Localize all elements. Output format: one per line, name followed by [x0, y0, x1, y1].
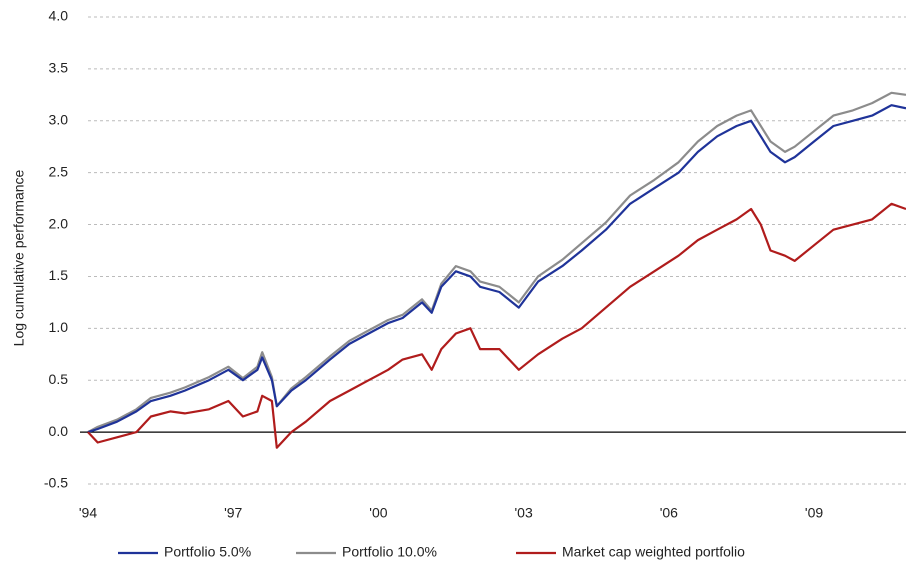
x-tick-label: '94	[79, 505, 97, 521]
legend-label: Market cap weighted portfolio	[562, 544, 745, 560]
y-tick-label: 3.5	[49, 60, 69, 76]
series-line	[87, 91, 906, 434]
x-tick-label: '97	[224, 505, 242, 521]
y-tick-label: 1.5	[49, 267, 69, 283]
y-tick-label: 2.5	[49, 163, 69, 179]
x-tick-label: '09	[805, 505, 823, 521]
y-tick-label: 0.0	[49, 423, 69, 439]
x-tick-label: '03	[514, 505, 532, 521]
y-tick-label: 4.0	[49, 8, 69, 24]
legend-label: Portfolio 10.0%	[342, 544, 437, 560]
legend-label: Portfolio 5.0%	[164, 544, 251, 560]
y-tick-label: -0.5	[44, 475, 68, 491]
y-tick-label: 1.0	[49, 319, 69, 335]
x-tick-label: '06	[660, 505, 678, 521]
y-axis-label: Log cumulative performance	[11, 169, 27, 346]
series-line	[87, 104, 906, 434]
y-tick-label: 2.0	[49, 215, 69, 231]
y-tick-label: 0.5	[49, 371, 69, 387]
series-line	[87, 202, 906, 449]
y-tick-label: 3.0	[49, 111, 69, 127]
x-tick-label: '00	[369, 505, 387, 521]
